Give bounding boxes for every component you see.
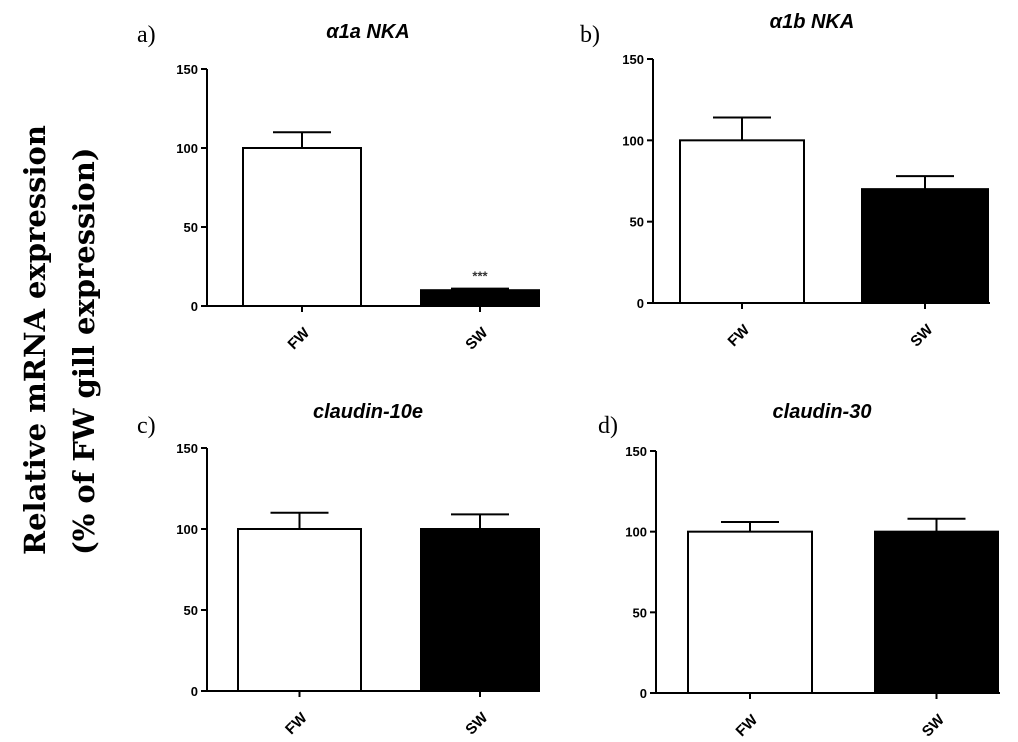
panel-b-title: α1b NKA bbox=[770, 11, 855, 33]
panel-d-title: claudin-30 bbox=[773, 401, 872, 423]
panel-d-y-tick-label-0: 0 bbox=[640, 686, 647, 701]
panel-b-y-tick-label-50: 50 bbox=[630, 215, 644, 230]
panel-a-category-label-fw: FW bbox=[285, 324, 314, 353]
panel-b-letter: b) bbox=[580, 22, 600, 48]
panel-d-letter: d) bbox=[598, 413, 618, 439]
panel-d-category-label-fw: FW bbox=[733, 711, 762, 740]
panel-a-y-tick-label-100: 100 bbox=[176, 141, 198, 156]
panel-b-category-label-sw: SW bbox=[907, 321, 937, 351]
panel-b-y-tick-label-150: 150 bbox=[622, 52, 644, 67]
panel-d-bar-fw bbox=[687, 530, 813, 695]
panel-c-y-tick-label-0: 0 bbox=[191, 684, 198, 699]
panel-a-y-tick-label-50: 50 bbox=[184, 220, 198, 235]
panel-b-y-tick-label-0: 0 bbox=[637, 296, 644, 311]
panel-a-bar-sw bbox=[420, 289, 540, 308]
panel-c-bar-sw bbox=[420, 528, 540, 692]
panel-c-category-label-sw: SW bbox=[462, 709, 492, 739]
panel-c-letter: c) bbox=[137, 413, 156, 439]
panel-b-category-label-fw: FW bbox=[725, 321, 754, 350]
panel-b-y-tick-label-100: 100 bbox=[622, 133, 644, 148]
panel-d-y-tick-label-100: 100 bbox=[625, 525, 647, 540]
panel-c-y-tick-label-100: 100 bbox=[176, 522, 198, 537]
panel-a-significance-sw: *** bbox=[472, 269, 488, 284]
panel-d-bar-sw bbox=[874, 530, 999, 695]
panel-d-y-tick-label-150: 150 bbox=[625, 444, 647, 459]
panel-b-bar-sw bbox=[861, 188, 989, 304]
panel-c-y-tick-label-150: 150 bbox=[176, 441, 198, 456]
panel-b-bar-fw bbox=[679, 139, 805, 304]
panel-c-category-label-fw: FW bbox=[282, 709, 311, 738]
panel-a-y-tick-label-150: 150 bbox=[176, 62, 198, 77]
panel-d-category-label-sw: SW bbox=[919, 711, 949, 741]
panel-d-y-tick-label-50: 50 bbox=[633, 605, 647, 620]
panel-a-title: α1a NKA bbox=[326, 21, 410, 43]
panel-a-category-label-sw: SW bbox=[462, 324, 492, 354]
panel-a-y-tick-label-0: 0 bbox=[191, 299, 198, 314]
panel-c-title: claudin-10e bbox=[313, 401, 423, 423]
panel-c-bar-fw bbox=[237, 528, 362, 692]
panel-a-bar-fw bbox=[242, 147, 362, 307]
panel-a-letter: a) bbox=[137, 22, 156, 48]
panel-c-y-tick-label-50: 50 bbox=[184, 603, 198, 618]
